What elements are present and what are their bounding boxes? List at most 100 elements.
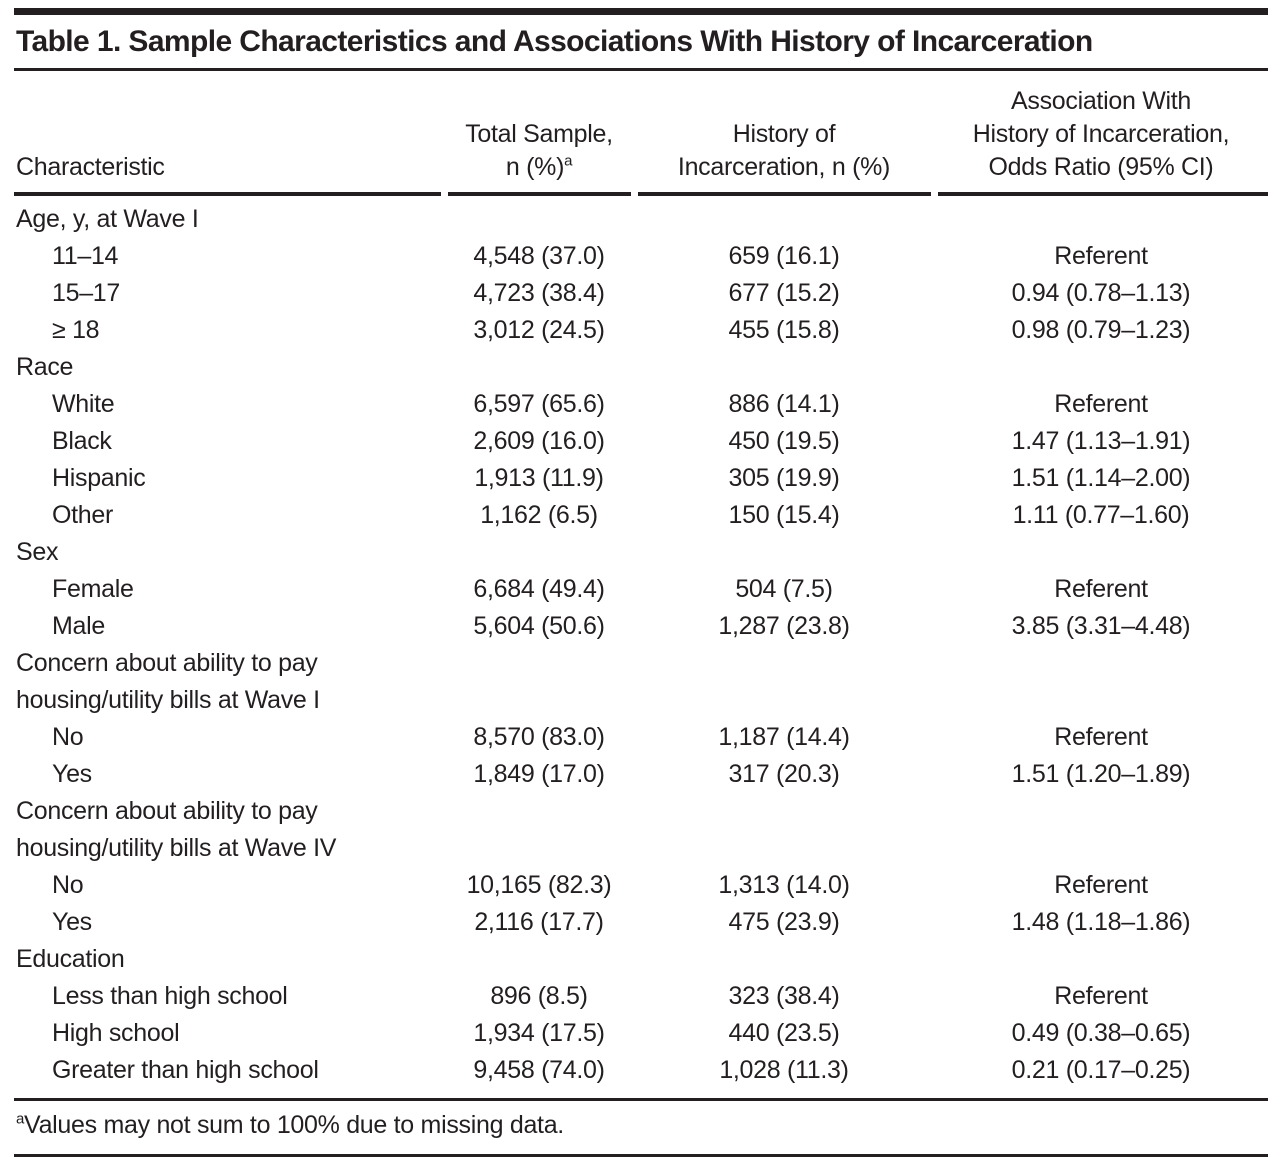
total-sample-cell: 5,604 (50.6) xyxy=(473,612,605,640)
data-row: High school 1,934 (17.5) 440 (23.5) 0.49 (0… xyxy=(14,1015,1268,1052)
characteristic-cell: Other xyxy=(52,501,114,529)
group-row: Concern about ability to pay housing/uti… xyxy=(14,645,1268,719)
odds-ratio-cell: Referent xyxy=(1054,982,1148,1010)
characteristic-cell: Yes xyxy=(52,760,92,788)
history-incarceration-cell: 1,313 (14.0) xyxy=(718,871,850,899)
total-sample-cell: 2,116 (17.7) xyxy=(474,908,604,936)
total-sample-cell: 2,609 (16.0) xyxy=(473,427,605,455)
total-sample-cell: 4,548 (37.0) xyxy=(473,242,605,270)
col-header-label: Characteristic xyxy=(16,153,165,181)
odds-ratio-cell: 1.51 (1.20–1.89) xyxy=(1011,760,1191,788)
characteristic-cell: Concern about ability to pay housing/uti… xyxy=(16,797,337,862)
characteristic-cell: Female xyxy=(52,575,134,603)
characteristic-cell: Age, y, at Wave I xyxy=(16,205,199,233)
characteristic-cell: Education xyxy=(16,945,125,973)
history-incarceration-cell: 504 (7.5) xyxy=(735,575,833,603)
total-sample-cell: 8,570 (83.0) xyxy=(473,723,605,751)
characteristic-cell: Black xyxy=(52,427,112,455)
odds-ratio-cell xyxy=(934,196,1268,238)
history-incarceration-cell xyxy=(634,534,934,571)
data-row: Yes 1,849 (17.0) 317 (20.3) 1.51 (1.20–1.89… xyxy=(14,756,1268,793)
characteristic-cell: ≥ 18 xyxy=(52,316,100,344)
data-row: Hispanic 1,913 (11.9) 305 (19.9) 1.51 (1.14… xyxy=(14,460,1268,497)
table-title: Table 1. Sample Characteristics and Asso… xyxy=(14,15,1268,71)
data-row: No 8,570 (83.0) 1,187 (14.4) Referent xyxy=(14,719,1268,756)
total-sample-cell: 4,723 (38.4) xyxy=(473,279,605,307)
characteristic-cell: Concern about ability to pay housing/uti… xyxy=(16,649,320,714)
odds-ratio-cell: 1.48 (1.18–1.86) xyxy=(1011,908,1191,936)
characteristic-cell: Greater than high school xyxy=(52,1056,319,1084)
history-incarceration-cell xyxy=(634,941,934,978)
history-incarceration-cell: 150 (15.4) xyxy=(728,501,840,529)
col-header-line: Association With xyxy=(1011,87,1191,115)
odds-ratio-cell: 0.21 (0.17–0.25) xyxy=(1011,1056,1191,1084)
total-sample-cell xyxy=(444,534,634,571)
characteristic-cell: High school xyxy=(52,1019,180,1047)
col-header-line: n (%)a xyxy=(444,151,634,184)
col-header-line: History of xyxy=(732,120,836,148)
characteristic-cell: Yes xyxy=(52,908,92,936)
history-incarceration-cell: 677 (15.2) xyxy=(728,279,840,307)
history-incarceration-cell: 1,287 (23.8) xyxy=(718,612,850,640)
data-row: Other 1,162 (6.5) 150 (15.4) 1.11 (0.77–1.6… xyxy=(14,497,1268,534)
characteristic-cell: Hispanic xyxy=(52,464,146,492)
history-incarceration-cell: 886 (14.1) xyxy=(728,390,840,418)
data-row: 11–14 4,548 (37.0) 659 (16.1) Referent xyxy=(14,238,1268,275)
odds-ratio-cell xyxy=(934,941,1268,978)
data-row: Black 2,609 (16.0) 450 (19.5) 1.47 (1.13–1.… xyxy=(14,423,1268,460)
group-row: Education xyxy=(14,941,1268,978)
col-header-text: n (%) xyxy=(505,153,565,181)
data-row: ≥ 18 3,012 (24.5) 455 (15.8) 0.98 (0.79–1.2… xyxy=(14,312,1268,349)
history-incarceration-cell xyxy=(634,196,934,238)
data-row: Female 6,684 (49.4) 504 (7.5) Referent xyxy=(14,571,1268,608)
total-sample-cell: 6,684 (49.4) xyxy=(473,575,605,603)
odds-ratio-cell xyxy=(934,534,1268,571)
col-header-line: History of Incarceration, xyxy=(972,120,1230,148)
group-row: Age, y, at Wave I xyxy=(14,196,1268,238)
total-sample-cell: 6,597 (65.6) xyxy=(473,390,605,418)
data-row: Less than high school 896 (8.5) 323 (38.4)… xyxy=(14,978,1268,1015)
sample-characteristics-table: Characteristic Total Sample, n (%)a Hist… xyxy=(14,71,1268,1098)
history-incarceration-cell: 1,187 (14.4) xyxy=(718,723,850,751)
table-footnote: aValues may not sum to 100% due to missi… xyxy=(14,1098,1268,1157)
odds-ratio-cell: Referent xyxy=(1054,390,1148,418)
characteristic-cell: White xyxy=(52,390,115,418)
characteristic-cell: 15–17 xyxy=(52,279,121,307)
characteristic-cell: No xyxy=(52,871,84,899)
col-header-line: Total Sample, xyxy=(465,120,613,148)
characteristic-cell: Male xyxy=(52,612,105,640)
total-sample-cell xyxy=(444,793,634,867)
history-incarceration-cell xyxy=(634,349,934,386)
total-sample-cell: 10,165 (82.3) xyxy=(466,871,612,899)
data-row: No 10,165 (82.3) 1,313 (14.0) Referent xyxy=(14,867,1268,904)
history-incarceration-cell: 440 (23.5) xyxy=(728,1019,840,1047)
data-row: 15–17 4,723 (38.4) 677 (15.2) 0.94 (0.78–1.… xyxy=(14,275,1268,312)
odds-ratio-cell: 3.85 (3.31–4.48) xyxy=(1011,612,1191,640)
col-header-history-incarceration: History of Incarceration, n (%) xyxy=(631,71,934,196)
total-sample-cell: 896 (8.5) xyxy=(490,982,588,1010)
col-header-total-sample: Total Sample, n (%)a xyxy=(441,71,634,196)
characteristic-cell: No xyxy=(52,723,84,751)
history-incarceration-cell: 323 (38.4) xyxy=(728,982,840,1010)
total-sample-cell: 1,849 (17.0) xyxy=(473,760,605,788)
group-row: Concern about ability to pay housing/uti… xyxy=(14,793,1268,867)
group-row: Sex xyxy=(14,534,1268,571)
total-sample-cell: 9,458 (74.0) xyxy=(473,1056,605,1084)
total-sample-cell xyxy=(444,196,634,238)
odds-ratio-cell: Referent xyxy=(1054,723,1148,751)
odds-ratio-cell: Referent xyxy=(1054,575,1148,603)
characteristic-cell: 11–14 xyxy=(52,242,119,270)
history-incarceration-cell: 317 (20.3) xyxy=(728,760,840,788)
odds-ratio-cell xyxy=(934,793,1268,867)
odds-ratio-cell xyxy=(934,349,1268,386)
footnote-text: Values may not sum to 100% due to missin… xyxy=(24,1111,564,1139)
table-body: Age, y, at Wave I 11–14 4,548 (37.0) 659 (1… xyxy=(14,196,1268,1098)
odds-ratio-cell: 0.98 (0.79–1.23) xyxy=(1011,316,1191,344)
data-row: Male 5,604 (50.6) 1,287 (23.8) 3.85 (3.31–4… xyxy=(14,608,1268,645)
total-sample-cell: 1,913 (11.9) xyxy=(474,464,604,492)
total-sample-cell: 1,162 (6.5) xyxy=(480,501,598,529)
data-row: Greater than high school 9,458 (74.0) 1,02… xyxy=(14,1052,1268,1098)
header-row: Characteristic Total Sample, n (%)a Hist… xyxy=(14,71,1268,196)
footnote-marker: a xyxy=(564,152,573,170)
